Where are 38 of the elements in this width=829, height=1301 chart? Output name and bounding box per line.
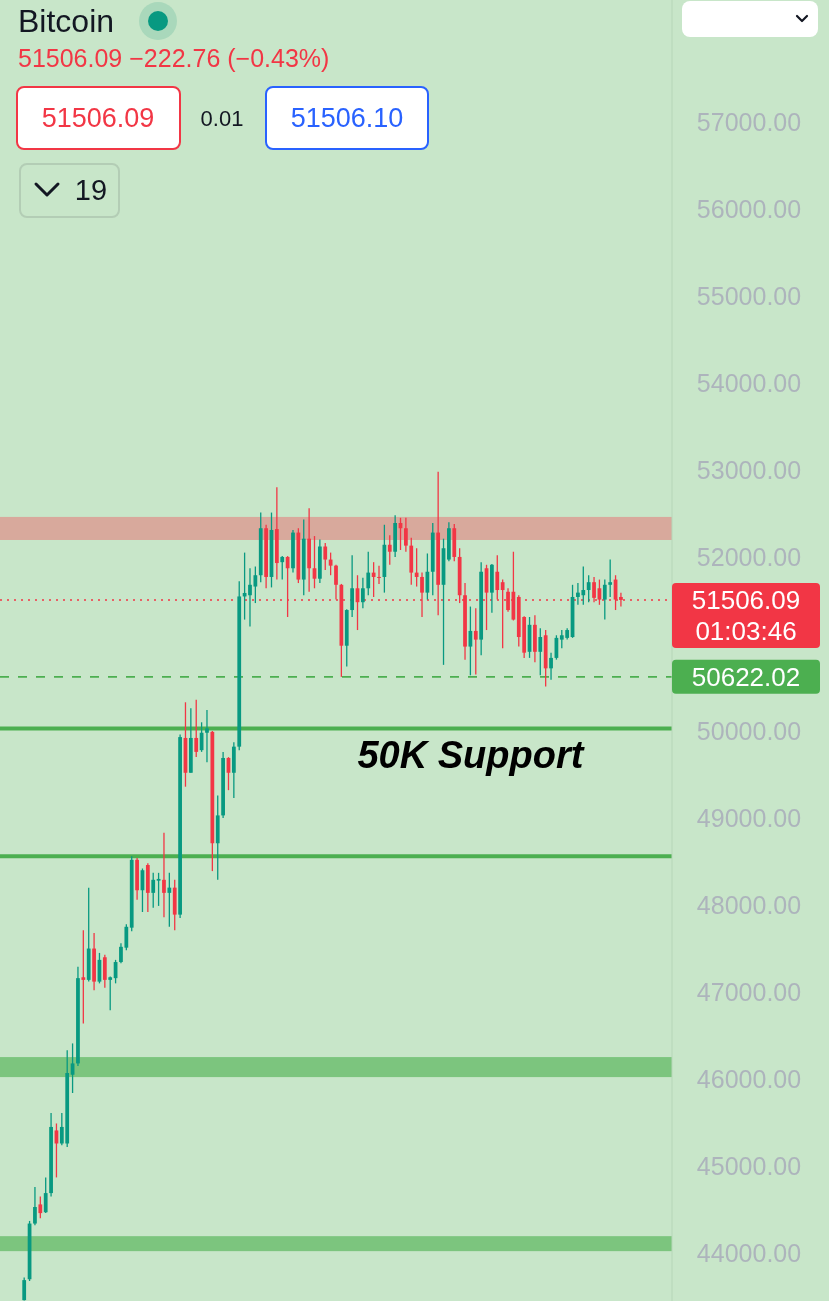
candlestick xyxy=(404,517,408,553)
candlestick xyxy=(167,872,172,928)
candlestick xyxy=(205,709,209,763)
candlestick xyxy=(549,652,553,681)
candlestick xyxy=(608,558,613,598)
candlestick xyxy=(377,565,381,585)
candlestick xyxy=(102,954,107,989)
candlestick xyxy=(366,551,371,596)
annotation: 51506.09 xyxy=(41,103,155,133)
candlestick xyxy=(350,554,355,618)
annotation: 51506.10 xyxy=(290,103,404,133)
annotation: 0.01 xyxy=(200,105,244,131)
candlestick xyxy=(108,975,113,1011)
candlestick xyxy=(38,1195,43,1219)
candlestick xyxy=(323,542,328,571)
candlestick xyxy=(22,1276,27,1301)
ref-line-label: 50622.02 xyxy=(691,661,801,692)
candlestick xyxy=(586,574,591,603)
ref-line-label: 51506.09 01:03:46 xyxy=(691,584,801,646)
candlestick xyxy=(602,578,607,621)
candlestick xyxy=(414,547,419,588)
candlestick xyxy=(387,534,392,566)
candlestick xyxy=(151,872,156,909)
candlestick xyxy=(43,1176,48,1214)
candlestick xyxy=(194,699,199,758)
candlestick xyxy=(371,561,376,598)
candlestick xyxy=(33,1186,37,1226)
annotation: 51506.09 −222.76 (−0.43%) xyxy=(18,44,330,72)
candlestick xyxy=(162,832,166,918)
candlestick xyxy=(81,929,86,1025)
candlestick xyxy=(328,551,333,576)
ref-line-label: 50K Support xyxy=(357,734,585,777)
candlestick xyxy=(280,555,285,581)
annotation: 19 xyxy=(74,174,108,206)
chart-title: Bitcoin xyxy=(18,3,115,39)
candlestick xyxy=(538,627,543,676)
candlestick xyxy=(473,607,478,676)
candlestick xyxy=(361,577,365,609)
